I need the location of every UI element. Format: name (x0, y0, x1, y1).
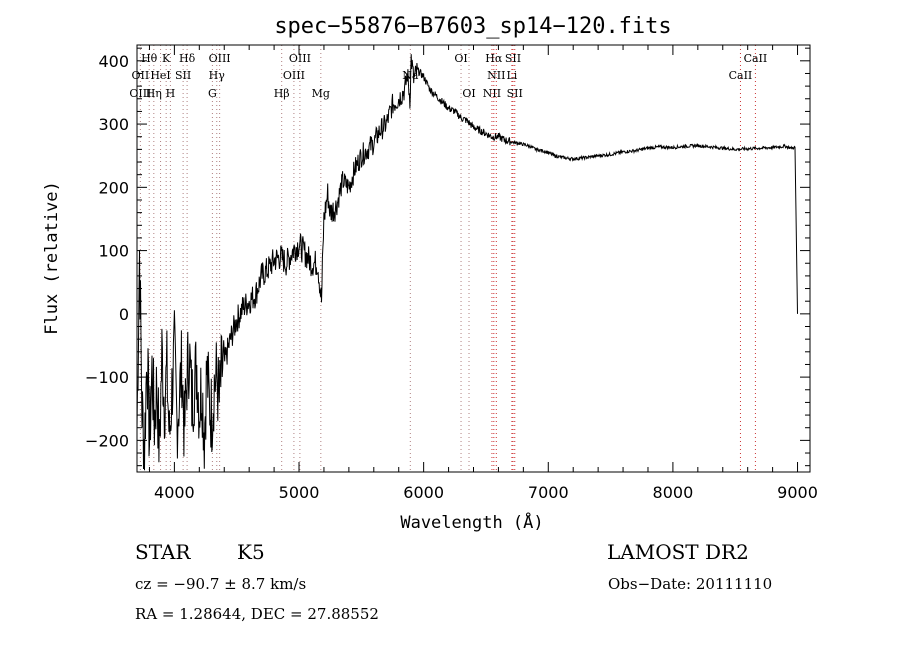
x-tick-label-3: 7000 (528, 483, 569, 502)
y-tick-label-2: 0 (119, 305, 129, 324)
line-label-19: Hη (146, 87, 162, 100)
line-label-4: OIII (289, 52, 311, 65)
line-label-10: HeI (150, 69, 170, 82)
line-label-20: H (166, 87, 176, 100)
coordinates: RA = 1.28644, DEC = 27.88552 (135, 605, 379, 623)
x-tick-label-1: 5000 (279, 483, 320, 502)
y-tick-label-5: 300 (98, 115, 129, 134)
y-tick-label-0: −200 (85, 431, 129, 450)
axis-ticks (137, 45, 810, 472)
line-label-23: Mg (312, 87, 330, 100)
line-label-25: NII (483, 87, 501, 100)
x-tick-label-5: 9000 (777, 483, 818, 502)
line-label-13: OIII (283, 69, 305, 82)
line-label-12: Hγ (209, 69, 226, 82)
y-tick-label-1: −100 (85, 368, 129, 387)
x-axis-label: Wavelength (Å) (400, 511, 543, 533)
line-label-24: OI (462, 87, 475, 100)
chart-title: spec−55876−B7603_sp14−120.fits (274, 14, 671, 39)
line-label-6: Hα (485, 52, 503, 65)
object-subclass: K5 (237, 540, 265, 564)
line-label-3: OIII (209, 52, 231, 65)
line-label-17: CaII (729, 69, 753, 82)
object-class: STAR (135, 540, 191, 564)
line-label-5: OI (454, 52, 467, 65)
line-label-22: Hβ (274, 87, 290, 100)
observation-date: Obs−Date: 20111110 (608, 575, 773, 593)
line-label-11: SII (175, 69, 191, 82)
x-tick-label-2: 6000 (403, 483, 444, 502)
line-label-21: G (208, 87, 217, 100)
line-label-16: Li (506, 69, 517, 82)
y-tick-label-3: 100 (98, 242, 129, 261)
x-tick-label-4: 8000 (653, 483, 694, 502)
line-label-15: NII (487, 69, 505, 82)
survey-name: LAMOST DR2 (607, 540, 749, 564)
tick-labels: 4000 5000 6000 7000 8000 9000 −200 −100 0 100 200 3… (85, 52, 818, 502)
x-tick-label-0: 4000 (154, 483, 195, 502)
y-tick-label-4: 200 (98, 178, 129, 197)
line-label-7: SII (505, 52, 521, 65)
redshift-velocity: cz = −90.7 ± 8.7 km/s (135, 575, 307, 593)
y-axis-label: Flux (relative) (42, 181, 62, 335)
spectrum-line (136, 54, 798, 471)
line-label-1: K (162, 52, 171, 65)
plot-frame (136, 44, 811, 473)
line-label-26: SII (507, 87, 523, 100)
line-label-18: OIII (129, 87, 151, 100)
line-label-2: Hδ (179, 52, 196, 65)
y-tick-label-6: 400 (98, 52, 129, 71)
line-label-0: Hθ (141, 52, 158, 65)
line-label-9: OII (132, 69, 150, 82)
line-label-8: CaII (744, 52, 768, 65)
line-label-14: Na (402, 69, 419, 82)
